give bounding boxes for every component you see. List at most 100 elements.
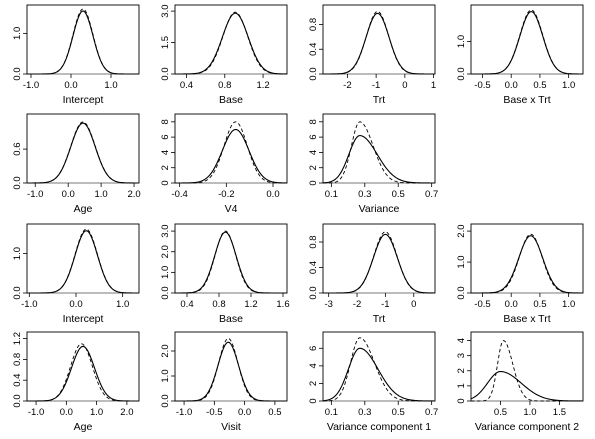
x-tick-label: 0.8 [218,80,231,91]
x-axis-label: Intercept [63,94,104,106]
x-tick-label: 0.5 [533,299,546,310]
x-tick-label: -1.0 [23,80,39,91]
solid-density-curve [175,128,288,184]
y-tick-label: 1.2 [12,332,23,345]
y-tick-label: 1.0 [12,247,23,260]
solid-density-curve [322,347,435,402]
panel-frame [174,113,288,184]
solid-density-curve [322,135,436,184]
y-tick-label: 2.0 [456,224,467,237]
y-tick-label: 8 [160,119,171,124]
panel-5: -1.0 0.0 1.0 2.0 0.0 0.6 Age [12,113,141,215]
x-tick-label: 0.0 [62,189,75,200]
dashed-density-curve [471,233,583,294]
y-tick-label: 2 [456,368,467,373]
x-tick-label: 1.0 [523,407,536,418]
dashed-density-curve [27,121,139,184]
y-tick-label: 0 [308,398,319,403]
x-tick-label: 0.0 [69,299,82,310]
y-tick-label: 0.4 [308,43,319,56]
dashed-density-curve [471,340,583,402]
solid-density-curve [27,10,139,75]
dashed-density-curve [27,343,139,402]
x-tick-label: -1.0 [27,189,43,200]
x-tick-label: 0.5 [392,189,405,200]
y-tick-label: 1.5 [160,36,171,49]
panel-frame [174,223,288,294]
solid-density-curve [471,11,583,75]
solid-density-curve [175,231,287,294]
x-tick-label: 0.0 [60,407,73,418]
x-axis-label: Variance component 1 [327,421,431,433]
y-tick-label: 6 [308,134,319,139]
y-tick-label: 1.0 [12,27,23,40]
dashed-density-curve [175,11,288,75]
y-tick-label: 3.0 [160,224,171,237]
y-tick-label: 0.0 [160,394,171,407]
x-tick-label: 0.3 [358,407,371,418]
solid-density-curve [175,341,287,402]
panel-11: -3 -2 -1 0 0.0 0.4 0.8 Trt [308,223,436,325]
y-tick-label: 8 [308,119,319,124]
solid-density-curve [27,345,139,402]
x-tick-label: 0.0 [266,189,279,200]
panel-frame [322,4,436,75]
x-tick-label: 0.1 [325,189,338,200]
x-axis-label: Variance [359,203,400,215]
y-tick-label: 0.8 [308,18,319,31]
dashed-density-curve [175,121,288,184]
y-tick-label: 0.0 [456,67,467,80]
y-tick-label: 1 [456,383,467,388]
dashed-density-curve [322,337,435,402]
y-tick-label: 4 [160,150,171,155]
solid-density-curve [470,370,583,402]
x-axis-label: Base [219,94,243,106]
panel-2: 0.4 0.8 1.2 0.0 1.5 3.0 Base [160,4,288,106]
panel-frame [470,331,584,402]
x-tick-label: 1.0 [95,189,108,200]
y-tick-label: 3.0 [160,4,171,17]
panel-7: 0.1 0.3 0.5 0.7 0 2 4 6 8 Variance [308,113,438,215]
x-axis-label: Trt [373,313,386,325]
y-tick-label: 0.0 [12,394,23,407]
panel-6: -0.4 -0.2 0.0 0 2 4 6 8 V4 [160,113,288,215]
y-tick-label: 2.0 [160,245,171,258]
panel-16: 0.5 1.0 1.5 0 1 2 3 4 Variance component 2 [456,331,584,433]
dashed-density-curve [175,338,287,402]
panel-3: -2 -1 0 1 0.0 0.4 0.8 Trt [308,4,436,106]
dashed-density-curve [323,231,435,294]
x-tick-label: -0.5 [474,299,490,310]
y-tick-label: 0 [308,180,319,185]
y-tick-label: 1.0 [456,255,467,268]
x-axis-label: Base x Trt [503,94,550,106]
x-tick-label: -0.2 [218,189,234,200]
x-tick-label: 0.0 [505,80,518,91]
y-tick-label: 0.0 [12,286,23,299]
x-tick-label: 1.0 [116,299,129,310]
y-tick-label: 6 [160,134,171,139]
y-tick-label: 2 [308,165,319,170]
x-tick-label: -0.5 [206,407,222,418]
x-tick-label: -3 [324,299,332,310]
x-tick-label: -1.0 [176,407,192,418]
x-tick-label: 0.5 [392,407,405,418]
x-tick-label: -2 [343,80,351,91]
x-axis-label: Base x Trt [503,313,550,325]
dashed-density-curve [27,8,139,75]
dashed-density-curve [471,9,583,75]
y-tick-label: 1.0 [160,369,171,382]
solid-density-curve [323,12,435,75]
solid-density-curve [471,235,584,294]
dashed-density-curve [175,230,287,294]
x-tick-label: 1.0 [90,407,103,418]
x-tick-label: 0.5 [494,407,507,418]
x-axis-label: Variance component 2 [475,421,579,433]
panel-10: 0.4 0.8 1.2 1.6 0.0 1.0 2.0 3.0 Base [160,223,290,325]
y-tick-label: 2.0 [160,344,171,357]
x-tick-label: 0.7 [425,407,438,418]
y-tick-label: 2 [160,165,171,170]
x-tick-label: -1 [372,80,380,91]
